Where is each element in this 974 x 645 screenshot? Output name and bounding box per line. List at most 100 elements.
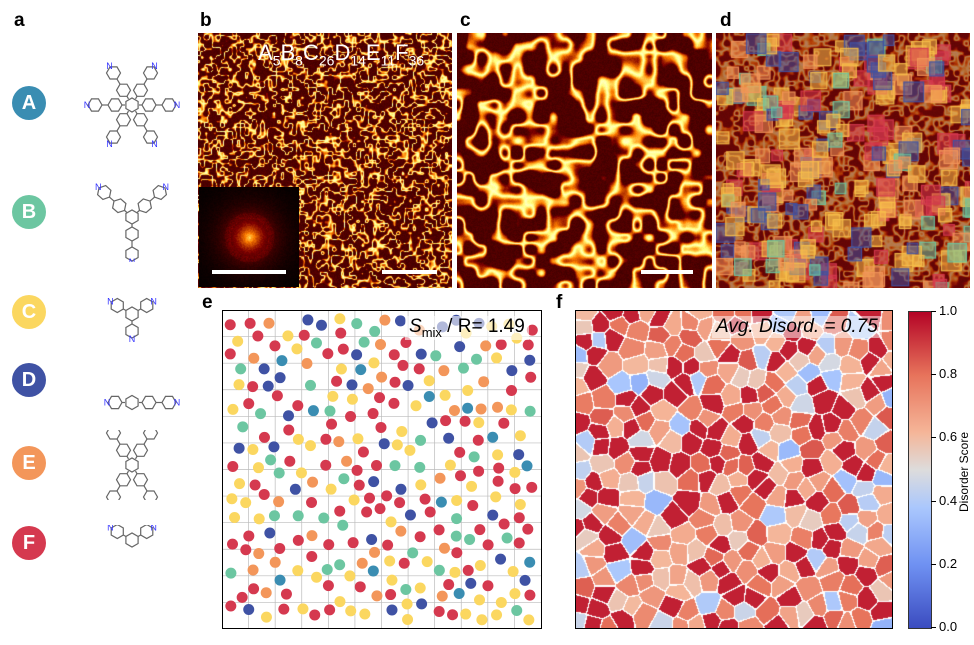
panel-label-c: c <box>460 10 471 31</box>
molecule-point-C <box>439 389 451 401</box>
molecule-point-F <box>224 319 236 331</box>
molecule-point-C <box>505 404 517 416</box>
molecule-point-D <box>264 527 276 539</box>
scatter-plot-e <box>222 310 541 628</box>
molecule-point-D <box>315 319 327 331</box>
ring <box>142 130 159 144</box>
molecule-structure: N N N <box>95 182 169 262</box>
molecule-point-F <box>388 349 400 361</box>
molecule-point-A <box>367 565 379 577</box>
molecule-point-B <box>450 530 462 542</box>
molecule-point-F <box>227 538 239 550</box>
molecule-point-C <box>227 403 239 415</box>
molecule-structure: NN <box>104 394 180 411</box>
molecule-point-D <box>368 476 380 488</box>
molecule-point-A <box>435 496 447 508</box>
molecule-point-F <box>248 583 260 595</box>
ring <box>140 297 154 314</box>
molecule-point-E <box>248 352 260 364</box>
molecule-point-F <box>258 488 270 500</box>
bond <box>143 438 148 445</box>
nitrogen-label: N <box>151 139 158 149</box>
molecule-point-F <box>347 537 359 549</box>
molecule-point-F <box>236 591 248 603</box>
molecule-point-F <box>526 481 538 493</box>
molecule-badge: E <box>12 446 46 480</box>
molecule-point-F <box>269 340 281 352</box>
molecule-point-B <box>524 405 536 417</box>
molecule-point-D <box>351 349 363 361</box>
composition-count: 26 <box>318 52 335 69</box>
molecule-point-F <box>505 384 517 396</box>
molecule-point-B <box>235 363 247 375</box>
molecule-point-E <box>273 496 285 508</box>
molecule-point-F <box>482 539 494 551</box>
molecule-point-C <box>232 335 244 347</box>
bond <box>116 485 121 492</box>
molecule-point-C <box>233 379 245 391</box>
molecule-point-F <box>225 600 237 612</box>
ring <box>140 525 154 540</box>
molecule-point-F <box>524 589 536 601</box>
molecule-badge: C <box>12 295 46 329</box>
molecule-point-D <box>487 509 499 521</box>
molecule-point-E <box>438 365 450 377</box>
molecule-point-B <box>501 532 513 544</box>
molecule-point-D <box>243 603 255 615</box>
bond <box>137 534 141 538</box>
nitrogen-label: N <box>162 182 169 192</box>
molecule-point-F <box>337 343 349 355</box>
smix-subscript: mix <box>421 324 442 340</box>
molecule-point-C <box>386 574 398 586</box>
molecule-point-B <box>430 350 442 362</box>
molecule-point-F <box>243 398 255 410</box>
molecule-point-D <box>524 354 536 366</box>
ring <box>105 490 122 500</box>
smix-value: / R= 1.49 <box>441 316 525 337</box>
molecule-point-C <box>509 588 521 600</box>
molecule-point-F <box>433 524 445 536</box>
molecule-point-B <box>433 564 445 576</box>
molecule-point-E <box>395 525 407 537</box>
molecule-point-E <box>438 542 450 554</box>
molecule-point-D <box>426 417 438 429</box>
panel-label-a: a <box>14 10 25 31</box>
molecule-point-D <box>416 598 428 610</box>
bond <box>143 78 148 85</box>
bond <box>123 534 127 538</box>
molecule-point-C <box>523 614 535 626</box>
molecule-point-F <box>513 537 525 549</box>
molecule-point-B <box>464 533 476 545</box>
molecule-point-F <box>419 493 431 505</box>
panel-label-d: d <box>720 10 732 31</box>
bond <box>109 196 115 202</box>
molecule-badge: D <box>12 363 46 397</box>
panel-label-e: e <box>202 292 213 313</box>
molecule-point-E <box>269 556 281 568</box>
nitrogen-label: N <box>95 182 102 192</box>
molecule-point-F <box>271 390 283 402</box>
nitrogen-label: N <box>150 297 157 307</box>
composition-letter: C <box>302 40 319 65</box>
molecule-point-C <box>327 390 339 402</box>
molecule-point-F <box>374 503 386 515</box>
molecule-point-E <box>375 338 387 350</box>
nitrogen-label: N <box>104 398 111 408</box>
molecule-point-F <box>498 518 510 530</box>
molecule-point-C <box>476 614 488 626</box>
molecule-point-E <box>341 455 353 467</box>
ring <box>125 226 139 242</box>
molecule-point-C <box>334 596 346 608</box>
molecule-point-D <box>283 410 295 422</box>
colorbar-tick-label: 0.0 <box>939 619 958 634</box>
molecule-point-E <box>376 371 388 383</box>
ring <box>142 66 159 80</box>
molecule-point-C <box>240 497 252 509</box>
bond <box>149 196 155 202</box>
ring <box>125 209 139 225</box>
molecule-point-A <box>524 556 536 568</box>
molecule-point-F <box>258 431 270 443</box>
molecule-point-F <box>306 550 318 562</box>
molecule-point-F <box>224 348 236 360</box>
molecule-point-C <box>491 609 503 621</box>
